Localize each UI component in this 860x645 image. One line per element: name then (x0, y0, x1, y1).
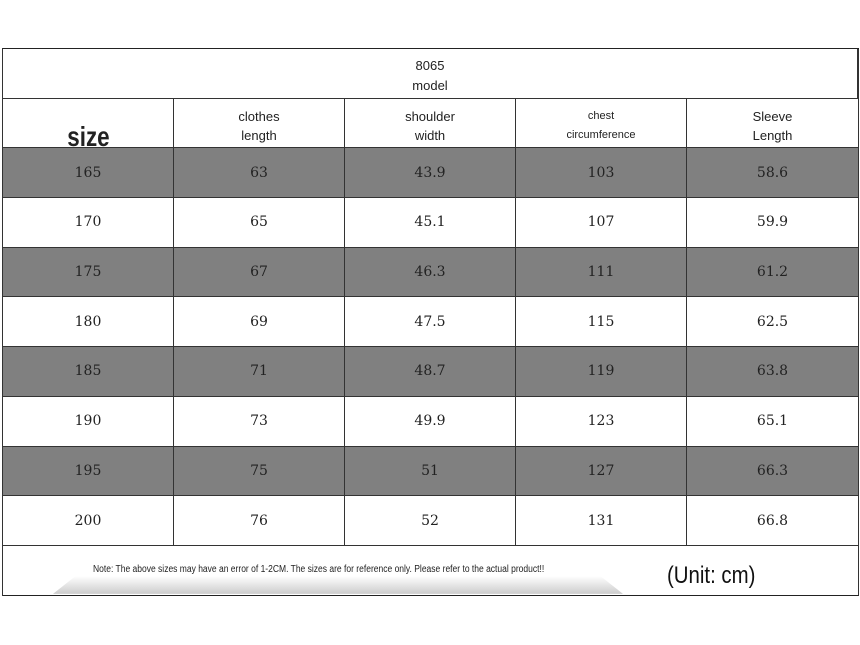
table-cell: 65 (174, 198, 345, 247)
table-cell: 190 (3, 396, 174, 446)
table-cell: 51 (345, 446, 516, 496)
table-cell: 61.2 (687, 247, 859, 297)
header-chest-circumference: chest circumference (516, 98, 687, 148)
table-cell: 59.9 (687, 198, 859, 247)
table-cell: 63 (174, 148, 345, 198)
title-row: 8065 model (3, 49, 859, 99)
header-shoulder-width: shoulder width (345, 98, 516, 148)
table-cell: 165 (3, 148, 174, 198)
table-cell: 180 (3, 297, 174, 347)
table-row: 170 65 45.1 107 59.9 (3, 198, 859, 248)
table-cell: 45.1 (345, 198, 516, 247)
table-cell: 111 (516, 247, 687, 297)
table-cell: 119 (516, 347, 687, 396)
table-cell: 127 (516, 446, 687, 496)
table-cell: 52 (345, 496, 516, 545)
table-cell: 46.3 (345, 247, 516, 297)
header-text: length (241, 128, 277, 144)
table-cell: 200 (3, 496, 174, 545)
table-cell: 48.7 (345, 347, 516, 396)
header-text: shoulder (405, 109, 455, 125)
table-cell: 103 (516, 148, 687, 198)
header-text: clothes (238, 109, 280, 125)
table-cell: 115 (516, 297, 687, 347)
table-cell: 76 (174, 496, 345, 545)
header-text: size (66, 120, 110, 152)
table-cell: 123 (516, 396, 687, 446)
header-row: size clothes length shoulder width chest ci… (3, 98, 859, 152)
table-cell: 63.8 (687, 347, 859, 396)
table-cell: 67 (174, 247, 345, 297)
model-title: 8065 model (3, 49, 858, 98)
table-cell: 75 (174, 446, 345, 496)
table-cell: 66.3 (687, 446, 859, 496)
table-row: 185 71 48.7 119 63.8 (3, 347, 859, 397)
table-row: 190 73 49.9 123 65.1 (3, 396, 859, 447)
note-background (53, 575, 623, 594)
unit-label: (Unit: cm) (667, 561, 756, 589)
header-text: chest (587, 110, 615, 123)
header-text: Sleeve (752, 109, 793, 125)
table-cell: 66.8 (687, 496, 859, 545)
size-chart-table: 8065 model size clothes length shoulder wi… (2, 48, 859, 596)
table-cell: 131 (516, 496, 687, 545)
table-row: 180 69 47.5 115 62.5 (3, 297, 859, 348)
header-text: Length (752, 128, 793, 144)
table-cell: 58.6 (687, 148, 859, 198)
header-text: circumference (566, 129, 636, 142)
table-cell: 195 (3, 446, 174, 496)
table-cell: 69 (174, 297, 345, 347)
header-text: width (414, 128, 446, 144)
table-cell: 49.9 (345, 396, 516, 446)
table-cell: 65.1 (687, 396, 859, 446)
table-cell: 185 (3, 347, 174, 396)
table-cell: 47.5 (345, 297, 516, 347)
footer-note: Note: The above sizes may have an error … (93, 563, 545, 575)
header-clothes-length: clothes length (174, 98, 345, 148)
table-cell: 170 (3, 198, 174, 247)
table-row: 165 63 43.9 103 58.6 (3, 148, 859, 199)
table-cell: 71 (174, 347, 345, 396)
footer-row: Note: The above sizes may have an error … (3, 545, 859, 596)
table-row: 195 75 51 127 66.3 (3, 446, 859, 497)
table-row: 200 76 52 131 66.8 (3, 496, 859, 546)
table-cell: 175 (3, 247, 174, 297)
table-cell: 107 (516, 198, 687, 247)
table-row: 175 67 46.3 111 61.2 (3, 247, 859, 298)
header-size: size (3, 98, 174, 152)
table-cell: 73 (174, 396, 345, 446)
table-cell: 62.5 (687, 297, 859, 347)
model-number: 8065 (415, 58, 445, 74)
table-cell: 43.9 (345, 148, 516, 198)
header-sleeve-length: Sleeve Length (687, 98, 859, 148)
model-label: model (412, 78, 448, 94)
